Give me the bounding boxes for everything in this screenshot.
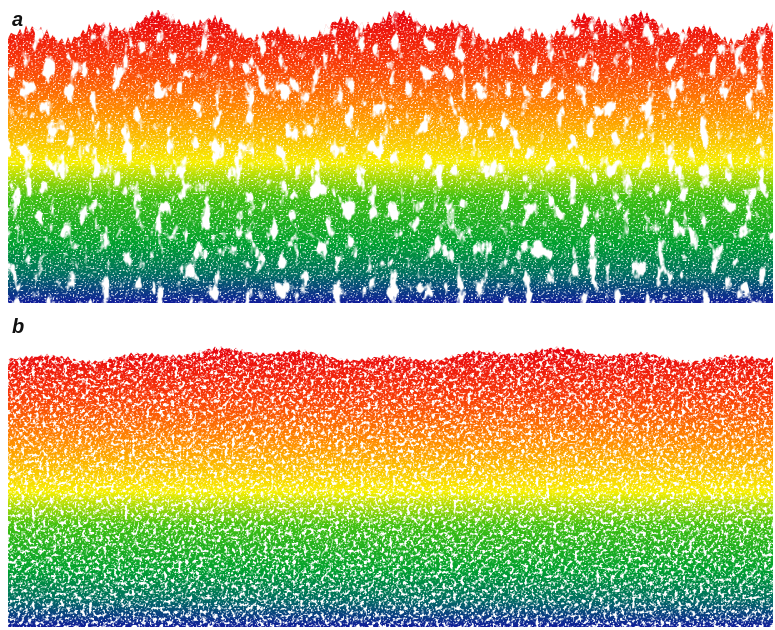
panel-b-image	[8, 345, 773, 627]
panel-a-image	[8, 10, 773, 303]
figure: a b	[0, 0, 775, 630]
panel-label: b	[12, 316, 24, 338]
panel-label: a	[12, 9, 23, 31]
page: a b (() => { const data = JSON.parse(doc…	[0, 0, 775, 630]
